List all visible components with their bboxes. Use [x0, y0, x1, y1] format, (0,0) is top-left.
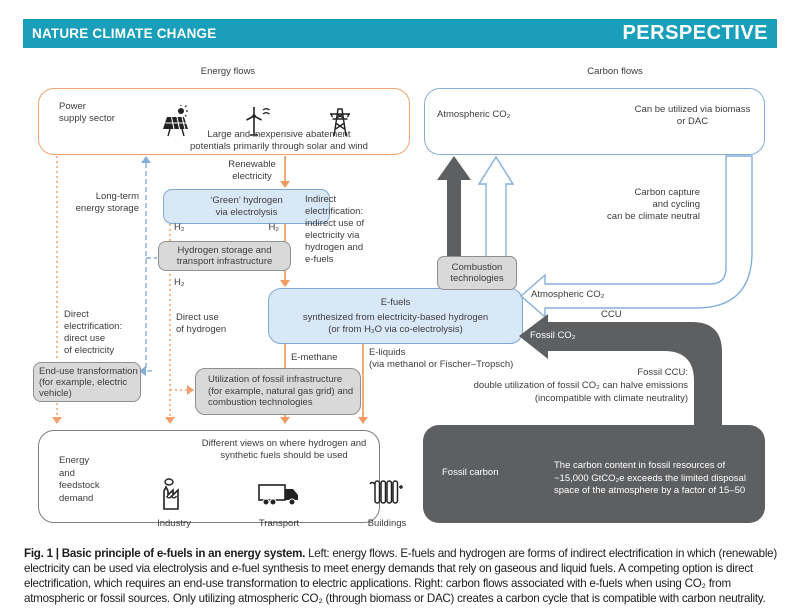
carbon-capture-label: Carbon capture and cycling can be climat…: [607, 187, 700, 222]
transmission-tower-icon: [323, 93, 357, 142]
power-supply-label: Power supply sector: [59, 101, 115, 124]
e-fuels-line1: synthesized from electricity-based hydro…: [302, 312, 489, 324]
arrowhead-down-icon: [165, 417, 175, 424]
energy-demand-label: Energy and feedstock demand: [59, 455, 100, 504]
h2-label-mid: H₂: [174, 277, 185, 288]
e-fuels-line2: (or from H₂O via co-electrolysis): [328, 323, 463, 335]
transport-label: Transport: [258, 518, 300, 529]
fossil-ccu-pipe: [519, 314, 722, 429]
e-fuels-title: E-fuels: [380, 296, 411, 308]
figure-caption-bold: Fig. 1 | Basic principle of e-fuels in a…: [24, 547, 306, 560]
arrowhead-down-icon: [280, 181, 290, 188]
long-term-storage-label: Long-term energy storage: [75, 191, 139, 214]
carbon-flows-title: Carbon flows: [587, 66, 643, 77]
figure-caption: Fig. 1 | Basic principle of e-fuels in a…: [24, 547, 777, 607]
atmospheric-co2-arrow-label: Atmospheric CO₂: [531, 289, 605, 300]
power-supply-caption: Large and inexpensive abatement potentia…: [190, 129, 368, 152]
direct-use-hydrogen-label: Direct use of hydrogen: [176, 312, 227, 335]
energy-flows-title: Energy flows: [200, 66, 256, 77]
e-fuels-box: E-fuels synthesized from electricity-bas…: [268, 288, 523, 344]
end-use-transformation-box: End-use transformation (for example, ele…: [33, 362, 141, 402]
h2-label-left: H₂: [174, 222, 185, 233]
industry-label: Industry: [157, 518, 191, 529]
e-liquids-label: E-liquids (via methanol or Fischer–Trops…: [369, 347, 514, 370]
buildings-label: Buildings: [367, 518, 407, 529]
transport-item: Transport: [255, 463, 303, 530]
figure-caption-text: Left: energy flows. E-fuels and hydrogen…: [24, 547, 777, 605]
industry-item: Industry: [157, 463, 191, 530]
arrowhead-down-icon: [280, 417, 290, 424]
direct-electrification-label: Direct electrification: direct use of el…: [64, 309, 123, 356]
factory-icon: [157, 463, 191, 516]
atmospheric-co2-label: Atmospheric CO₂: [437, 109, 511, 120]
biomass-dac-label: Can be utilized via biomass or DAC: [634, 104, 751, 127]
journal-header-bar: NATURE CLIMATE CHANGE PERSPECTIVE: [23, 19, 777, 48]
wind-turbine-icon: [241, 93, 275, 142]
arrowhead-up-icon: [141, 156, 151, 163]
solar-panel-icon: [159, 93, 193, 142]
indirect-electrification-label: Indirect electrification: indirect use o…: [305, 194, 365, 265]
buildings-item: Buildings: [367, 463, 407, 530]
h2-label-right: H₂: [268, 222, 279, 233]
arrowhead-left-icon: [139, 366, 146, 376]
arrowhead-right-icon: [187, 385, 194, 395]
fossil-carbon-label: Fossil carbon: [442, 467, 499, 478]
renewable-electricity-label: Renewable electricity: [228, 159, 276, 182]
ccu-label: CCU: [601, 309, 622, 320]
combustion-technologies-box: Combustion technologies: [437, 256, 517, 290]
arrowhead-down-icon: [358, 417, 368, 424]
fossil-carbon-box: Fossil carbon The carbon content in foss…: [423, 425, 765, 523]
arrowhead-down-icon: [52, 417, 62, 424]
hydrogen-storage-box: Hydrogen storage and transport infrastru…: [158, 241, 291, 271]
e-methane-label: E-methane: [291, 352, 338, 363]
demand-caption: Different views on where hydrogen and sy…: [201, 438, 367, 461]
fossil-co2-arrow-label: Fossil CO₂: [530, 330, 576, 341]
atmospheric-co2-box: Atmospheric CO₂ Can be utilized via biom…: [424, 88, 765, 155]
atmospheric-ccu-pipe: [519, 155, 753, 319]
fossil-infrastructure-box: Utilization of fossil infrastructure (fo…: [195, 368, 361, 415]
radiator-icon: [367, 463, 407, 516]
power-supply-box: Power supply sector: [38, 88, 410, 155]
demand-icons-row: Industry Transport: [157, 463, 407, 530]
truck-icon: [255, 463, 303, 516]
energy-demand-box: Energy and feedstock demand Different vi…: [38, 430, 406, 529]
fossil-co2-up-arrow: [437, 156, 471, 290]
fossil-ccu-label: Fossil CCU: double utilization of fossil…: [473, 367, 688, 404]
journal-name: NATURE CLIMATE CHANGE: [32, 26, 217, 41]
article-type: PERSPECTIVE: [622, 22, 768, 44]
arrowhead-down-icon: [280, 280, 290, 287]
green-hydrogen-box: ‘Green’ hydrogen via electrolysis: [163, 189, 330, 224]
power-icons-row: [159, 93, 399, 142]
fossil-carbon-text: The carbon content in fossil resources o…: [554, 460, 746, 496]
